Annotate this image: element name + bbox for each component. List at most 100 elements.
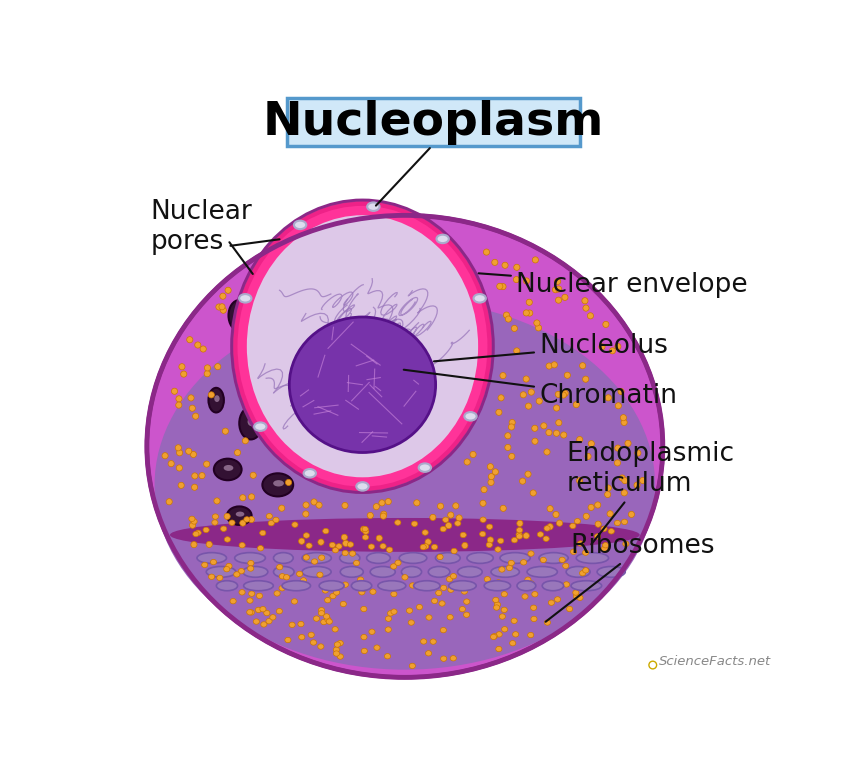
Ellipse shape [406,608,412,614]
Ellipse shape [334,642,341,647]
Ellipse shape [511,618,518,624]
Ellipse shape [361,586,367,591]
Ellipse shape [200,346,207,352]
Ellipse shape [235,511,244,517]
Ellipse shape [464,412,477,421]
Ellipse shape [244,581,274,591]
Ellipse shape [285,637,291,643]
Text: Nucleolus: Nucleolus [434,333,668,361]
Ellipse shape [588,441,594,447]
Ellipse shape [176,402,182,408]
Ellipse shape [530,490,536,496]
Ellipse shape [238,568,245,574]
Ellipse shape [274,567,294,578]
Ellipse shape [623,541,629,547]
Ellipse shape [543,536,549,541]
Ellipse shape [326,619,332,624]
Ellipse shape [554,278,561,285]
Ellipse shape [601,546,608,551]
Ellipse shape [552,362,558,368]
Ellipse shape [576,436,583,442]
Ellipse shape [532,438,538,445]
Ellipse shape [390,564,397,569]
Ellipse shape [319,607,325,613]
Ellipse shape [254,422,266,431]
Ellipse shape [216,304,222,310]
Ellipse shape [459,607,466,612]
Ellipse shape [247,417,256,426]
Ellipse shape [440,656,447,661]
Ellipse shape [380,513,387,519]
Ellipse shape [340,553,360,564]
Ellipse shape [523,376,530,382]
Ellipse shape [599,344,605,350]
Ellipse shape [214,458,241,480]
Ellipse shape [463,599,470,604]
Text: Chromatin: Chromatin [404,369,677,409]
Ellipse shape [500,553,530,564]
Ellipse shape [246,353,271,386]
Ellipse shape [553,430,559,436]
Ellipse shape [519,478,525,484]
Ellipse shape [607,511,613,517]
Ellipse shape [532,425,538,432]
Ellipse shape [507,565,513,571]
Ellipse shape [289,622,295,627]
Ellipse shape [249,591,255,597]
Ellipse shape [464,459,470,465]
Ellipse shape [416,604,422,610]
Ellipse shape [276,608,282,614]
Ellipse shape [480,517,486,522]
Ellipse shape [255,607,262,613]
Ellipse shape [484,577,490,582]
Ellipse shape [263,473,293,496]
Ellipse shape [500,505,507,511]
Ellipse shape [204,371,210,377]
Ellipse shape [615,402,621,409]
Ellipse shape [556,419,562,425]
Ellipse shape [379,500,385,506]
Ellipse shape [343,582,348,588]
Ellipse shape [332,548,338,553]
Ellipse shape [204,365,211,371]
Ellipse shape [208,392,214,398]
Ellipse shape [562,294,568,300]
Ellipse shape [503,312,509,318]
Ellipse shape [502,262,508,268]
Ellipse shape [204,461,210,467]
Ellipse shape [604,492,611,498]
Ellipse shape [302,567,332,578]
Ellipse shape [177,450,183,456]
Ellipse shape [359,590,365,595]
Ellipse shape [195,530,201,535]
Text: Nucleoplasm: Nucleoplasm [263,100,604,144]
Ellipse shape [628,511,634,518]
Ellipse shape [239,590,245,595]
FancyBboxPatch shape [287,98,580,146]
Ellipse shape [559,557,565,562]
Ellipse shape [516,534,523,539]
Ellipse shape [240,520,246,526]
Ellipse shape [420,545,427,550]
Ellipse shape [500,372,506,379]
Ellipse shape [191,518,197,525]
Text: Ribosomes: Ribosomes [546,534,715,622]
Ellipse shape [292,599,297,604]
Ellipse shape [189,516,195,521]
Ellipse shape [303,469,316,478]
Ellipse shape [439,601,445,606]
Ellipse shape [576,478,583,484]
Ellipse shape [425,539,431,545]
Ellipse shape [178,482,184,488]
Ellipse shape [488,479,494,485]
Ellipse shape [615,460,620,466]
Ellipse shape [528,389,535,396]
Ellipse shape [190,522,196,528]
Ellipse shape [318,644,324,649]
Ellipse shape [219,303,225,310]
Ellipse shape [247,566,254,571]
Ellipse shape [574,594,580,599]
Ellipse shape [343,551,348,556]
Ellipse shape [226,564,232,569]
Ellipse shape [248,561,254,566]
